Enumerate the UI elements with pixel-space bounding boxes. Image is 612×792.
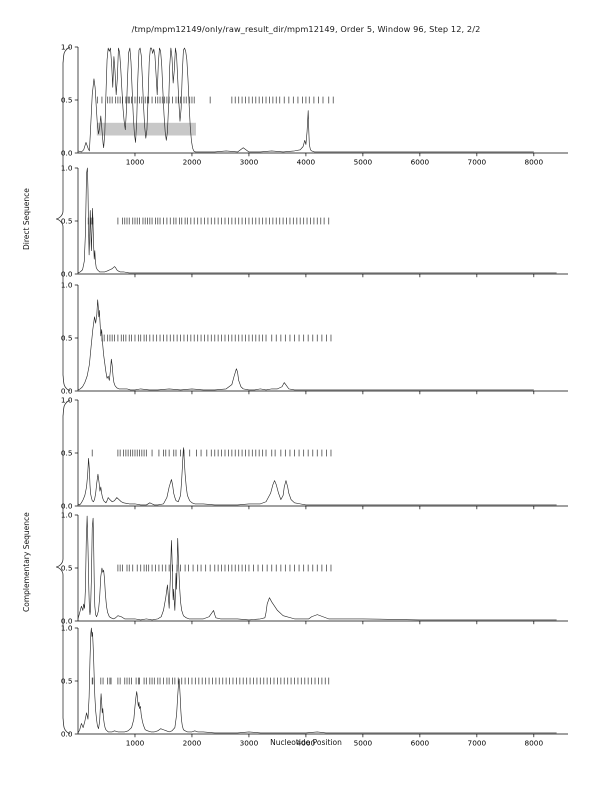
signal-trace (77, 447, 557, 506)
rug-tickmarks (91, 449, 332, 457)
shaded-region (96, 122, 196, 136)
signal-trace (77, 627, 557, 734)
signal-trace (77, 299, 534, 391)
x-tick-label: 6000 (411, 739, 430, 748)
y-tick-label: 0.0 (61, 270, 73, 279)
y-tick-label: 0.5 (61, 217, 73, 226)
rug-tickmarks (91, 677, 330, 685)
group-brace-complementary (55, 399, 71, 735)
y-tick-label: 0.5 (61, 564, 73, 573)
x-tick-label: 8000 (525, 158, 544, 167)
x-axis-label: Nucleotide Position (270, 738, 342, 747)
x-tick-label: 2000 (183, 739, 202, 748)
x-tick-label: 3000 (240, 158, 259, 167)
y-tick-label: 1.0 (61, 164, 73, 173)
x-tick-label: 1000 (126, 158, 145, 167)
signal-trace (77, 47, 534, 153)
x-tick-label: 5000 (354, 739, 373, 748)
x-tick-label: 2000 (183, 158, 202, 167)
y-tick-label: 1.0 (61, 511, 73, 520)
rug-tickmarks (87, 217, 330, 225)
rug-tickmarks (117, 564, 332, 572)
rug-tickmarks (96, 96, 334, 104)
y-axis-label-complementary: Complementary Sequence (22, 512, 31, 612)
panel-direct-frame-3: 0.0 0.5 1.0 (61, 281, 568, 396)
y-tick-label: 0.0 (61, 617, 73, 626)
x-tick-label: 7000 (468, 158, 487, 167)
x-tick-label: 5000 (354, 158, 373, 167)
y-tick-label: 0.5 (61, 96, 73, 105)
y-tick-label: 0.0 (61, 149, 73, 158)
panel-complementary-frame-3: 0.0 0.5 1.0 1000 2000 3000 4000 5000 6000 7000 800… (61, 624, 568, 748)
y-tick-label: 0.5 (61, 677, 73, 686)
x-tick-label: 6000 (411, 158, 430, 167)
x-tick-label: 4000 (297, 158, 316, 167)
panel-direct-frame-2: 0.0 0.5 1.0 (61, 164, 568, 279)
y-tick-label: 0.0 (61, 502, 73, 511)
y-tick-label: 1.0 (61, 43, 73, 52)
x-tick-label: 4000 (297, 739, 316, 748)
y-tick-label: 0.0 (61, 387, 73, 396)
y-tick-label: 0.5 (61, 449, 73, 458)
y-axis-label-direct: Direct Sequence (22, 188, 31, 250)
group-brace-direct (55, 46, 71, 392)
y-tick-label: 1.0 (61, 281, 73, 290)
x-tick-label: 8000 (525, 739, 544, 748)
panel-complementary-frame-1: 0.0 0.5 1.0 (61, 396, 568, 511)
panel-complementary-frame-2: 0.0 0.5 1.0 (61, 511, 568, 626)
panel-direct-frame-1: 0.0 0.5 1.0 1000 2000 3000 4000 5000 6000 7000 800… (61, 43, 568, 167)
y-tick-label: 1.0 (61, 396, 73, 405)
y-tick-label: 0.5 (61, 334, 73, 343)
signal-trace (77, 167, 557, 274)
figure-title: /tmp/mpm12149/only/raw_result_dir/mpm121… (131, 24, 481, 34)
signal-trace (77, 515, 557, 621)
rug-tickmarks (101, 334, 332, 342)
x-tick-label: 3000 (240, 739, 259, 748)
y-tick-label: 0.0 (61, 730, 73, 739)
y-tick-label: 1.0 (61, 624, 73, 633)
x-tick-label: 1000 (126, 739, 145, 748)
x-tick-label: 7000 (468, 739, 487, 748)
